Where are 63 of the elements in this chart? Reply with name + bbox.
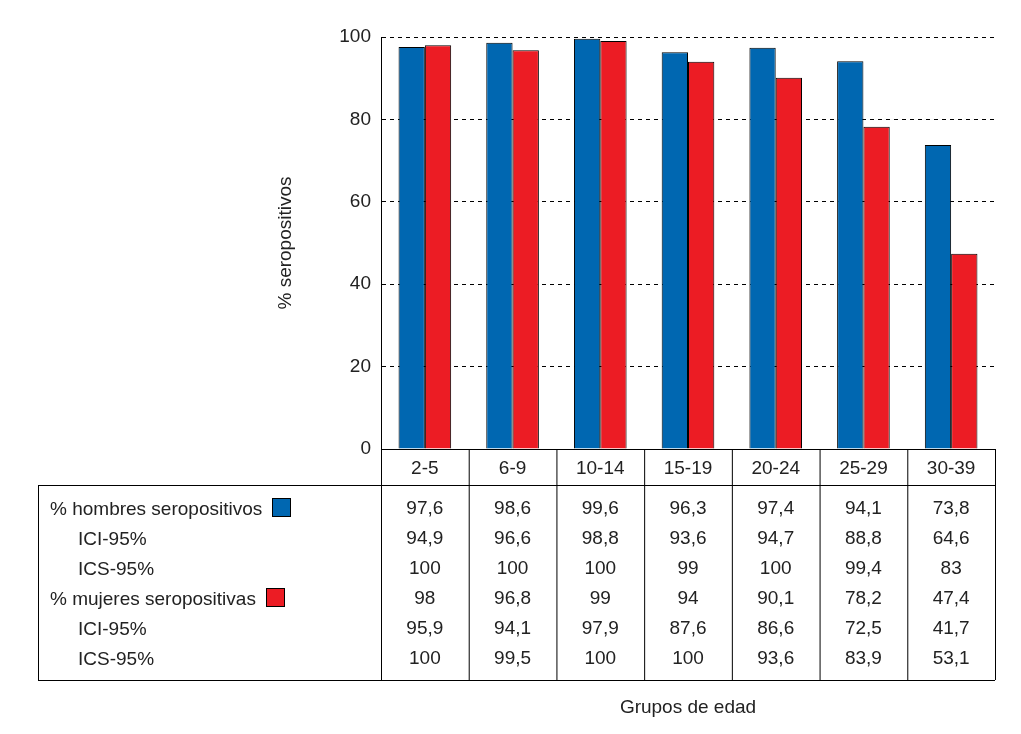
- text: 100: [759, 557, 792, 579]
- x-tick-label: 10-14: [575, 456, 626, 478]
- text: 97,9: [581, 617, 619, 639]
- text: 93,6: [669, 527, 707, 549]
- x-tick-label: 20-24: [751, 456, 801, 478]
- text: 100: [409, 647, 441, 669]
- text: 94,1: [494, 617, 532, 639]
- data-label: 73,8: [932, 497, 970, 519]
- x-tick-label: 6-9: [498, 456, 527, 478]
- text: 100: [496, 557, 529, 579]
- y-tick-label: 60: [349, 190, 371, 212]
- text: 100: [409, 557, 441, 579]
- text: 96,6: [494, 527, 532, 549]
- text: 86,6: [757, 617, 795, 639]
- y-tick-label: 40: [349, 272, 371, 294]
- y-tick-label: 80: [349, 107, 371, 129]
- x-tick-label: 15-19: [663, 456, 713, 478]
- x-tick-label: 30-39: [926, 456, 976, 478]
- data-label: 98,6: [494, 497, 532, 519]
- data-label: 96,3: [669, 497, 707, 519]
- text: 95,9: [406, 617, 444, 639]
- text: ICI-95%: [78, 618, 147, 640]
- text: 41,7: [932, 617, 970, 639]
- x-tick-label: 25-29: [839, 456, 888, 478]
- data-label: 96,8: [494, 587, 532, 609]
- y-axis-title: % seropositivos: [273, 176, 295, 310]
- text: 83: [940, 557, 962, 579]
- text: Grupos de edad: [619, 696, 757, 718]
- data-label: 47,4: [932, 587, 971, 609]
- y-tick-label: 100: [339, 25, 371, 47]
- data-label: 94: [677, 587, 699, 609]
- legend-label: % hombres seropositivos: [50, 498, 263, 519]
- data-label: 90,1: [757, 587, 795, 609]
- text: 83,9: [844, 647, 882, 669]
- data-label: 97,4: [757, 497, 795, 519]
- text: 99,5: [494, 647, 532, 669]
- data-label: 78,2: [844, 587, 882, 609]
- text: 94,9: [406, 527, 444, 549]
- text: 93,6: [757, 647, 795, 669]
- data-label: 99: [589, 587, 611, 609]
- text: 99: [677, 557, 699, 579]
- text: 87,6: [669, 617, 707, 639]
- x-tick-label: 2-5: [411, 456, 439, 478]
- text: 72,5: [844, 617, 882, 639]
- legend-label: % mujeres seropositivas: [50, 588, 256, 609]
- text: ICS-95%: [78, 648, 155, 670]
- text: 100: [584, 647, 617, 669]
- text: ICS-95%: [78, 558, 155, 580]
- data-label: 99,6: [581, 497, 619, 519]
- text: 64,6: [932, 527, 970, 549]
- text: 98,8: [581, 527, 619, 549]
- text: 100: [672, 647, 704, 669]
- text: 100: [584, 557, 617, 579]
- y-tick-label: 20: [349, 354, 371, 376]
- text: 99,4: [844, 557, 883, 579]
- text: 53,1: [932, 647, 970, 669]
- data-label: 94,1: [844, 497, 882, 519]
- data-label: 97,6: [406, 497, 444, 519]
- y-tick-label: 0: [360, 437, 371, 459]
- text: ICI-95%: [78, 528, 147, 550]
- data-label: 98: [414, 587, 436, 609]
- text: 88,8: [844, 527, 882, 549]
- text: 94,7: [757, 527, 795, 549]
